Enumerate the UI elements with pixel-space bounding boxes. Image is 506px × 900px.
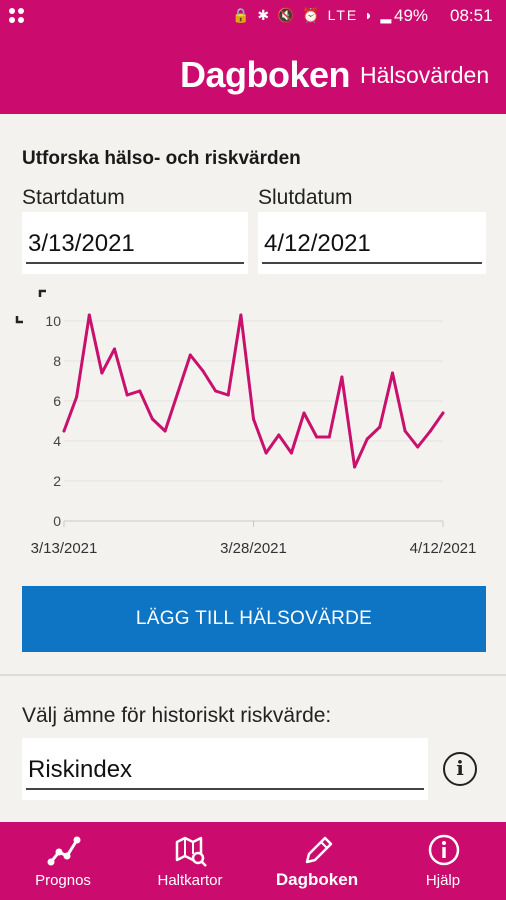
start-date-value: 3/13/2021 <box>28 230 135 257</box>
y-tick-label: 4 <box>53 433 61 449</box>
x-tick-label: 3/13/2021 <box>31 540 98 557</box>
status-time: 08:51 <box>450 6 493 25</box>
data-point <box>277 433 281 437</box>
data-point <box>201 369 205 373</box>
data-point <box>125 393 129 397</box>
data-point <box>327 435 331 439</box>
data-point <box>239 313 243 317</box>
field-underline <box>26 262 244 264</box>
info-icon[interactable]: i <box>443 752 477 786</box>
nav-label: Hjälp <box>425 872 461 889</box>
app-grid-icon <box>8 7 26 30</box>
end-date-value: 4/12/2021 <box>264 230 371 257</box>
data-point <box>315 435 319 439</box>
info-icon <box>428 834 460 866</box>
data-point <box>378 425 382 429</box>
field-underline <box>262 262 482 264</box>
y-tick-label: 0 <box>53 513 61 529</box>
risk-select-value: Riskindex <box>28 756 133 783</box>
data-point <box>365 437 369 441</box>
x-tick-label: 4/12/2021 <box>410 540 477 557</box>
nav-item-hjalp[interactable]: Hjälp <box>380 822 506 900</box>
risk-select[interactable]: Riskindex <box>22 738 428 800</box>
y-tick-label: 10 <box>45 313 61 329</box>
x-tick-label: 3/28/2021 <box>220 540 287 557</box>
status-icons: 🔒 ✱ 🔇 ⏰ LTE ◗ ▂ <box>232 7 394 23</box>
series-line <box>62 313 445 469</box>
data-point <box>403 429 407 433</box>
y-tick-label: 2 <box>53 473 61 489</box>
status-bar: 🔒 ✱ 🔇 ⏰ LTE ◗ ▂ 49% 08:51 <box>0 0 506 34</box>
data-point <box>62 429 66 433</box>
divider <box>0 674 506 676</box>
add-health-value-button[interactable]: LÄGG TILL HÄLSOVÄRDE <box>22 586 486 652</box>
data-point <box>428 429 432 433</box>
data-point <box>441 411 445 415</box>
data-point <box>390 371 394 375</box>
nav-label: Dagboken <box>275 870 359 889</box>
nav-item-prognos[interactable]: Prognos <box>0 822 126 900</box>
data-point <box>226 393 230 397</box>
data-point <box>100 371 104 375</box>
nav-item-haltkartor[interactable]: Haltkartor <box>126 822 254 900</box>
app-bar: Dagboken Hälsovärden <box>0 34 506 114</box>
y-tick-label: 6 <box>53 393 61 409</box>
map-icon <box>175 836 207 867</box>
data-point <box>87 313 91 317</box>
nav-label: Prognos <box>35 872 91 889</box>
nav-label: Haltkartor <box>157 872 223 889</box>
data-point <box>176 391 180 395</box>
expand-corner-top-icon[interactable] <box>38 289 46 297</box>
data-point <box>264 451 268 455</box>
battery-level: 49% <box>394 6 429 25</box>
data-point <box>289 451 293 455</box>
field-underline <box>26 788 424 790</box>
bottom-navigation: Prognos Haltkartor Dagboken Hjälp <box>0 822 506 900</box>
nav-item-dagboken[interactable]: Dagboken <box>254 822 380 900</box>
data-point <box>75 395 79 399</box>
risk-label: Välj ämne för historiskt riskvärde: <box>22 704 332 727</box>
data-point <box>188 353 192 357</box>
section-title: Utforska hälso- och riskvärden <box>22 148 301 169</box>
y-tick-label: 8 <box>53 353 61 369</box>
page-title: Hälsovärden <box>360 62 490 88</box>
graph-icon <box>47 836 81 866</box>
data-point <box>214 389 218 393</box>
app-brand: Dagboken <box>180 54 351 95</box>
data-point <box>138 389 142 393</box>
end-date-label: Slutdatum <box>258 186 353 209</box>
data-point <box>416 445 420 449</box>
start-date-field[interactable]: 3/13/2021 <box>22 212 248 274</box>
data-point <box>163 429 167 433</box>
data-point <box>340 375 344 379</box>
health-chart[interactable]: 0 2 4 6 8 10 3/13/2021 3/28/2021 4/12/2021 <box>0 285 506 565</box>
start-date-label: Startdatum <box>22 186 125 209</box>
pencil-icon <box>305 836 333 864</box>
data-point <box>353 465 357 469</box>
end-date-field[interactable]: 4/12/2021 <box>258 212 486 274</box>
data-point <box>150 417 154 421</box>
data-point <box>252 417 255 421</box>
expand-corner-bottom-icon[interactable] <box>15 316 23 324</box>
data-point <box>113 347 117 351</box>
data-point <box>302 411 306 415</box>
